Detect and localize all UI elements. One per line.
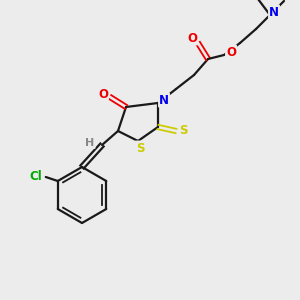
Text: S: S <box>136 142 144 154</box>
Text: Cl: Cl <box>29 169 42 182</box>
Text: O: O <box>187 32 197 44</box>
Text: O: O <box>98 88 108 100</box>
Text: H: H <box>85 138 94 148</box>
Text: N: N <box>159 94 169 106</box>
Text: O: O <box>226 46 236 59</box>
Text: N: N <box>269 5 279 19</box>
Text: S: S <box>179 124 187 137</box>
